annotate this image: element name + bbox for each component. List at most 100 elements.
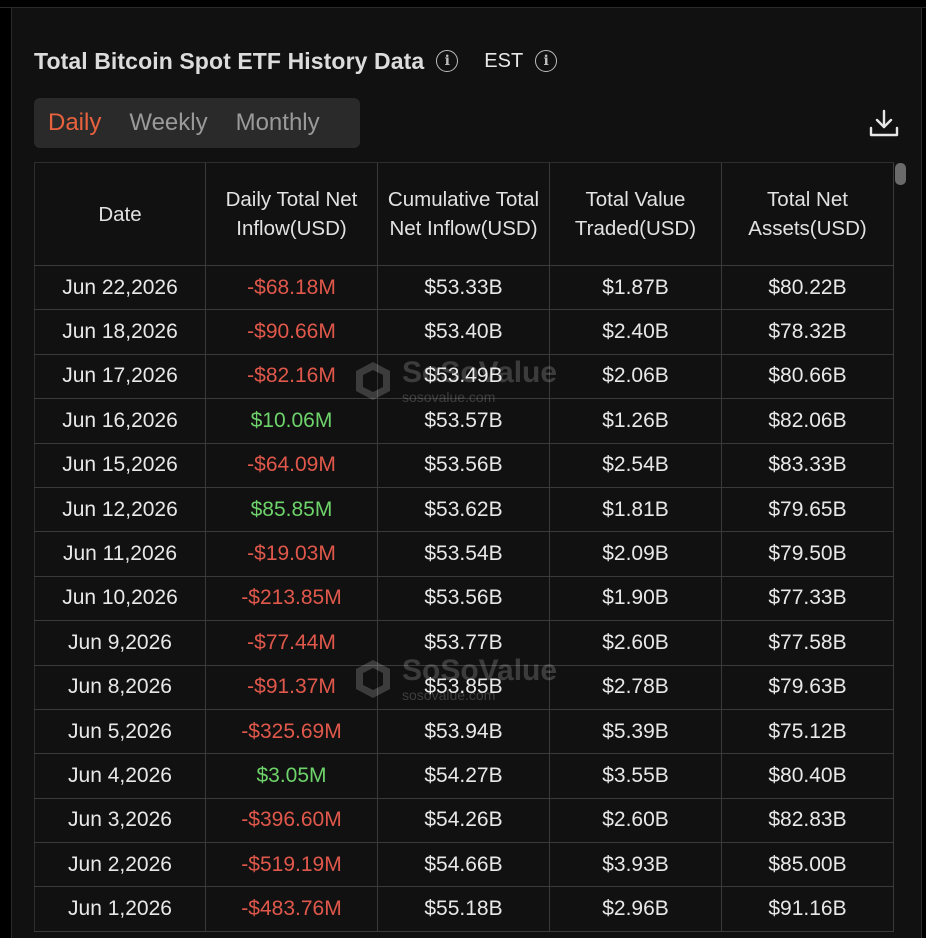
tab-daily[interactable]: Daily <box>48 109 102 136</box>
row-net-assets: $82.06B <box>722 399 894 443</box>
row-date: Jun 16,2026 <box>34 399 206 443</box>
row-value-traded: $3.55B <box>550 754 722 798</box>
table-row[interactable]: Jun 22,2026 -$68.18M $53.33B $1.87B $80.22B <box>34 266 894 311</box>
column-header-value-traded[interactable]: Total Value Traded(USD) <box>550 163 722 265</box>
row-value-traded: $5.39B <box>550 709 722 754</box>
row-daily-inflow: $85.85M <box>206 487 378 532</box>
table-row[interactable]: Jun 18,2026 -$90.66M $53.40B $2.40B $78.32B <box>34 310 894 355</box>
table-row[interactable]: Jun 5,2026 -$325.69M $53.94B $5.39B $75.12B <box>34 709 894 755</box>
row-date: Jun 8,2026 <box>34 665 206 709</box>
row-date: Jun 1,2026 <box>34 887 206 931</box>
row-daily-inflow: -$325.69M <box>206 709 378 754</box>
row-net-assets: $77.33B <box>722 576 894 621</box>
row-daily-inflow: -$77.44M <box>206 621 378 665</box>
row-net-assets: $85.00B <box>722 843 894 887</box>
scrollbar-thumb[interactable] <box>895 163 906 185</box>
row-cumulative-inflow: $53.85B <box>378 665 550 709</box>
row-value-traded: $1.87B <box>550 266 722 310</box>
row-cumulative-inflow: $53.49B <box>378 354 550 399</box>
row-date: Jun 3,2026 <box>34 798 206 843</box>
table-row[interactable]: Jun 2,2026 -$519.19M $54.66B $3.93B $85.00B <box>34 843 894 888</box>
row-cumulative-inflow: $53.40B <box>378 310 550 354</box>
row-daily-inflow: -$64.09M <box>206 443 378 487</box>
row-value-traded: $2.96B <box>550 887 722 931</box>
row-date: Jun 17,2026 <box>34 354 206 399</box>
row-cumulative-inflow: $53.94B <box>378 709 550 754</box>
download-icon[interactable] <box>867 106 901 140</box>
row-cumulative-inflow: $54.27B <box>378 754 550 798</box>
column-header-cumulative-inflow[interactable]: Cumulative Total Net Inflow(USD) <box>378 163 550 265</box>
table-row[interactable]: Jun 4,2026 $3.05M $54.27B $3.55B $80.40B <box>34 754 894 799</box>
row-net-assets: $83.33B <box>722 443 894 487</box>
row-daily-inflow: -$90.66M <box>206 310 378 354</box>
row-net-assets: $80.66B <box>722 354 894 399</box>
row-date: Jun 2,2026 <box>34 843 206 887</box>
row-daily-inflow: -$483.76M <box>206 887 378 931</box>
row-daily-inflow: -$19.03M <box>206 532 378 576</box>
table-row[interactable]: Jun 12,2026 $85.85M $53.62B $1.81B $79.65B <box>34 487 894 533</box>
period-tabs: Daily Weekly Monthly <box>34 98 360 148</box>
table-row[interactable]: Jun 11,2026 -$19.03M $53.54B $2.09B $79.50B <box>34 532 894 577</box>
row-cumulative-inflow: $53.62B <box>378 487 550 532</box>
table-row[interactable]: Jun 3,2026 -$396.60M $54.26B $2.60B $82.83B <box>34 798 894 844</box>
etf-history-panel: Total Bitcoin Spot ETF History Data i ES… <box>11 8 922 938</box>
row-net-assets: $77.58B <box>722 621 894 665</box>
table-row[interactable]: Jun 8,2026 -$91.37M $53.85B $2.78B $79.63B <box>34 665 894 710</box>
row-value-traded: $2.60B <box>550 621 722 665</box>
row-date: Jun 11,2026 <box>34 532 206 576</box>
row-net-assets: $75.12B <box>722 709 894 754</box>
table-row[interactable]: Jun 9,2026 -$77.44M $53.77B $2.60B $77.58B <box>34 621 894 666</box>
row-cumulative-inflow: $53.33B <box>378 266 550 310</box>
row-value-traded: $2.09B <box>550 532 722 576</box>
row-daily-inflow: -$213.85M <box>206 576 378 621</box>
row-net-assets: $79.65B <box>722 487 894 532</box>
info-icon[interactable]: i <box>436 50 459 72</box>
column-header-net-assets[interactable]: Total Net Assets(USD) <box>722 163 894 265</box>
row-daily-inflow: -$519.19M <box>206 843 378 887</box>
row-cumulative-inflow: $54.26B <box>378 798 550 843</box>
timezone-label: EST <box>484 49 524 72</box>
row-date: Jun 18,2026 <box>34 310 206 354</box>
row-net-assets: $78.32B <box>722 310 894 354</box>
row-net-assets: $79.50B <box>722 532 894 576</box>
page-title: Total Bitcoin Spot ETF History Data <box>34 47 425 74</box>
tab-weekly[interactable]: Weekly <box>129 109 208 136</box>
row-net-assets: $79.63B <box>722 665 894 709</box>
row-cumulative-inflow: $54.66B <box>378 843 550 887</box>
column-header-date[interactable]: Date <box>34 163 206 265</box>
row-value-traded: $2.40B <box>550 310 722 354</box>
row-daily-inflow: -$68.18M <box>206 266 378 310</box>
table-body: Jun 22,2026 -$68.18M $53.33B $1.87B $80.22B J… <box>34 266 894 932</box>
history-table: Date Daily Total Net Inflow(USD) Cumulat… <box>34 162 894 932</box>
timezone-info-icon[interactable]: i <box>535 50 558 72</box>
row-net-assets: $80.22B <box>722 266 894 310</box>
row-daily-inflow: $10.06M <box>206 399 378 443</box>
row-cumulative-inflow: $53.54B <box>378 532 550 576</box>
row-daily-inflow: $3.05M <box>206 754 378 798</box>
table-row[interactable]: Jun 10,2026 -$213.85M $53.56B $1.90B $77.33B <box>34 576 894 622</box>
row-net-assets: $80.40B <box>722 754 894 798</box>
row-date: Jun 9,2026 <box>34 621 206 665</box>
row-date: Jun 10,2026 <box>34 576 206 621</box>
row-cumulative-inflow: $55.18B <box>378 887 550 931</box>
table-row[interactable]: Jun 17,2026 -$82.16M $53.49B $2.06B $80.66B <box>34 354 894 400</box>
row-value-traded: $2.54B <box>550 443 722 487</box>
row-date: Jun 5,2026 <box>34 709 206 754</box>
row-daily-inflow: -$82.16M <box>206 354 378 399</box>
table-row[interactable]: Jun 1,2026 -$483.76M $55.18B $2.96B $91.16B <box>34 887 894 932</box>
tab-monthly[interactable]: Monthly <box>235 109 320 136</box>
column-header-daily-inflow[interactable]: Daily Total Net Inflow(USD) <box>206 163 378 265</box>
row-date: Jun 12,2026 <box>34 487 206 532</box>
row-net-assets: $91.16B <box>722 887 894 931</box>
panel-header: Total Bitcoin Spot ETF History Data i ES… <box>34 46 558 76</box>
row-cumulative-inflow: $53.56B <box>378 576 550 621</box>
row-net-assets: $82.83B <box>722 798 894 843</box>
row-value-traded: $1.26B <box>550 399 722 443</box>
row-value-traded: $1.81B <box>550 487 722 532</box>
table-row[interactable]: Jun 16,2026 $10.06M $53.57B $1.26B $82.06B <box>34 399 894 444</box>
row-value-traded: $2.78B <box>550 665 722 709</box>
top-divider <box>0 7 926 8</box>
table-row[interactable]: Jun 15,2026 -$64.09M $53.56B $2.54B $83.33B <box>34 443 894 488</box>
row-value-traded: $1.90B <box>550 576 722 621</box>
row-value-traded: $3.93B <box>550 843 722 887</box>
